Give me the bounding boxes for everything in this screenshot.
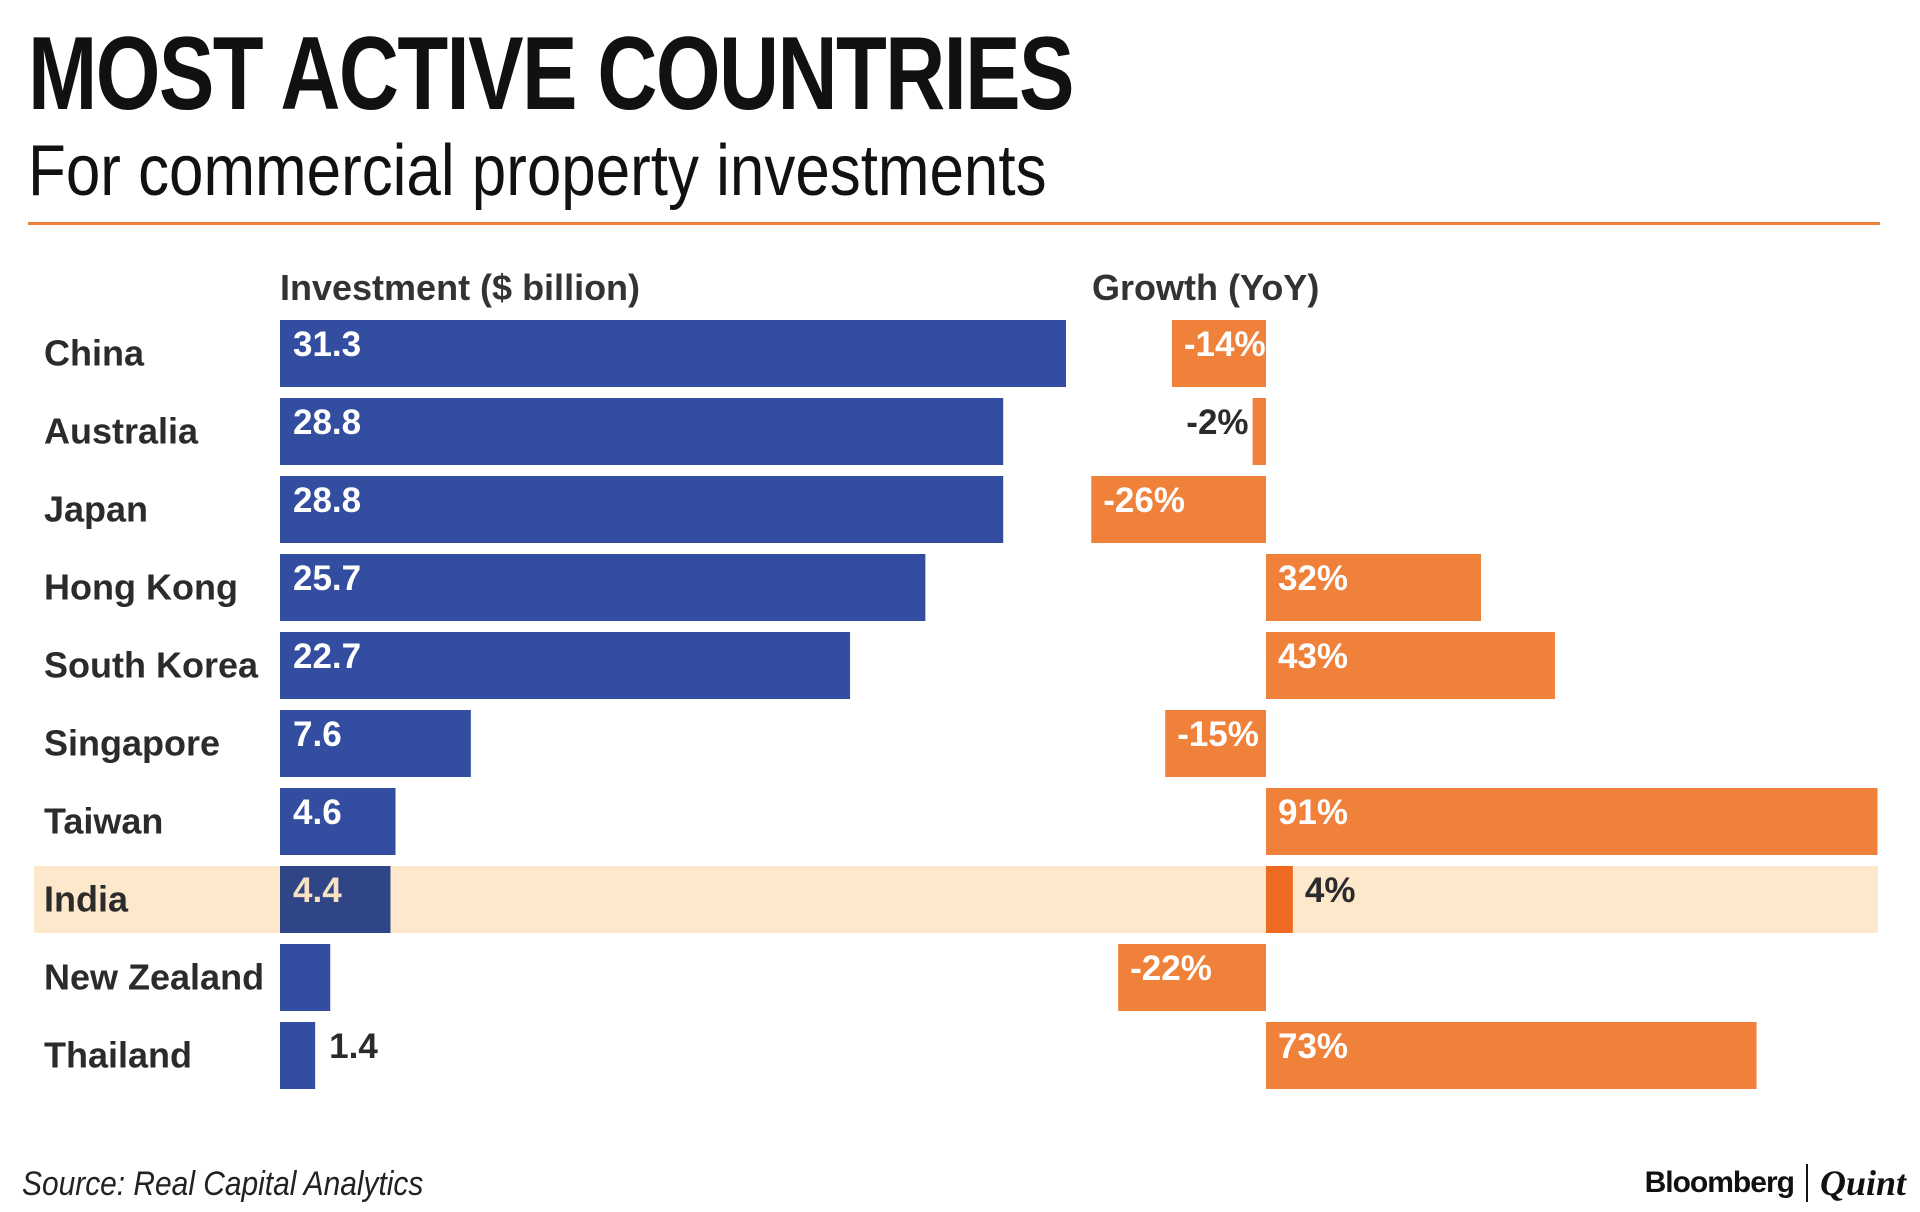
investment-bar-singapore: [280, 710, 471, 777]
investment-bar-south-korea: [280, 632, 851, 699]
growth-value-label-thailand: 73%: [1278, 1027, 1348, 1066]
country-label-taiwan: Taiwan: [44, 801, 163, 842]
source-note: Source: Real Capital Analytics: [22, 1165, 424, 1203]
brand-bloomberg: Bloomberg: [1644, 1166, 1795, 1199]
chart-subtitle: For commercial property investments: [28, 131, 1047, 211]
investment-value-label-china: 31.3: [293, 325, 361, 364]
chart-title: MOST ACTIVE COUNTRIES: [28, 16, 1075, 132]
growth-value-label-hong-kong: 32%: [1278, 559, 1348, 598]
brand-logo: Bloomberg Quint: [1645, 1162, 1906, 1204]
growth-bar-singapore: [1165, 710, 1266, 777]
country-label-india: India: [44, 879, 129, 920]
growth-value-label-taiwan: 91%: [1278, 793, 1348, 832]
country-label-japan: Japan: [44, 489, 148, 530]
investment-bar-india: [280, 866, 391, 933]
investment-value-label-south-korea: 22.7: [293, 637, 361, 676]
country-label-hong-kong: Hong Kong: [44, 567, 238, 608]
investment-column-header: Investment ($ billion): [280, 267, 640, 308]
investment-value-label-thailand: 1.4: [329, 1027, 378, 1066]
title-divider: [28, 222, 1880, 225]
growth-bar-australia: [1252, 398, 1266, 465]
growth-bar-hong-kong: [1266, 554, 1482, 621]
growth-value-label-japan: -26%: [1103, 481, 1185, 520]
investment-bar-thailand: [280, 1022, 316, 1089]
growth-bar-china: [1171, 320, 1266, 387]
growth-bar-south-korea: [1266, 632, 1555, 699]
country-label-china: China: [44, 333, 145, 374]
investment-bar-japan: [280, 476, 1004, 543]
growth-bar-new-zealand: [1118, 944, 1266, 1011]
investment-value-label-japan: 28.8: [293, 481, 361, 520]
growth-value-label-china: -14%: [1184, 325, 1266, 364]
growth-bar-thailand: [1266, 1022, 1757, 1089]
growth-column-header: Growth (YoY): [1092, 267, 1319, 308]
investment-value-label-australia: 28.8: [293, 403, 361, 442]
growth-bar-japan: [1091, 476, 1266, 543]
growth-value-label-singapore: -15%: [1177, 715, 1259, 754]
investment-bar-hong-kong: [280, 554, 926, 621]
country-label-australia: Australia: [44, 411, 199, 452]
growth-bar-taiwan: [1266, 788, 1878, 855]
country-label-thailand: Thailand: [44, 1035, 192, 1076]
investment-value-label-india: 4.4: [293, 871, 342, 910]
country-label-south-korea: South Korea: [44, 645, 259, 686]
country-label-singapore: Singapore: [44, 723, 220, 764]
investment-value-label-singapore: 7.6: [293, 715, 342, 754]
investment-bar-taiwan: [280, 788, 396, 855]
growth-value-label-australia: -2%: [1186, 403, 1248, 442]
brand-quint: Quint: [1819, 1163, 1906, 1203]
brand-divider: [1805, 1164, 1808, 1202]
country-label-new-zealand: New Zealand: [44, 957, 264, 998]
investment-value-label-taiwan: 4.6: [293, 793, 342, 832]
growth-value-label-india: 4%: [1305, 871, 1356, 910]
growth-bar-india: [1266, 866, 1293, 933]
investment-bar-new-zealand: [280, 944, 331, 1011]
growth-value-label-new-zealand: -22%: [1130, 949, 1212, 988]
growth-value-label-south-korea: 43%: [1278, 637, 1348, 676]
investment-bar-china: [280, 320, 1066, 387]
investment-bar-australia: [280, 398, 1004, 465]
investment-value-label-hong-kong: 25.7: [293, 559, 361, 598]
